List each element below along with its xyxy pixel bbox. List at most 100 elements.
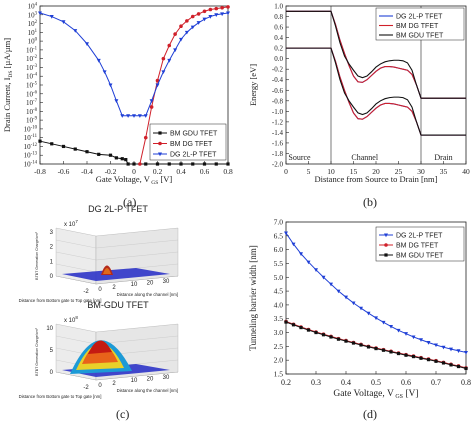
b-ytick-label: -0.2 xyxy=(272,66,284,74)
c-surface-dome-top xyxy=(88,340,112,354)
d-ytick-label: 2.0 xyxy=(274,356,284,365)
a-ytick-label: 10-6 xyxy=(26,90,38,98)
d-xaxis-label: Gate Voltage, V GS [V] xyxy=(333,389,418,400)
a-point xyxy=(114,156,118,160)
d-ytick-label: 3.5 xyxy=(274,314,284,323)
d-point xyxy=(449,363,453,367)
d-point xyxy=(456,364,461,369)
a-point xyxy=(120,157,124,161)
d-point xyxy=(329,282,333,287)
a-point xyxy=(173,32,177,36)
a-point xyxy=(108,83,113,88)
b-ytick-label: -1.6 xyxy=(272,139,284,147)
d-point xyxy=(396,328,401,333)
b-ytick-label: -0.8 xyxy=(272,97,284,105)
d-ytick-label: 6.5 xyxy=(274,231,284,240)
c-z-tick: 0 xyxy=(50,370,54,376)
c-grid-line xyxy=(55,251,97,261)
a-series-line-0 xyxy=(39,140,228,165)
a-xtick-label: 0.6 xyxy=(200,167,210,176)
a-point xyxy=(202,162,207,166)
a-point xyxy=(155,78,160,83)
d-point xyxy=(419,338,423,342)
d-ytick-label: 6.0 xyxy=(274,245,284,254)
a-point xyxy=(149,105,154,109)
c-z-tick: 5 xyxy=(50,348,54,354)
b-series-line-5 xyxy=(286,47,466,136)
d-series-line-2 xyxy=(285,321,467,369)
a-point xyxy=(167,162,171,166)
d-point xyxy=(314,268,318,273)
a-ytick-label: 10-7 xyxy=(26,99,38,107)
a-point xyxy=(132,114,136,118)
c-x-axis-label: Distance from Bottom gate to Top gate [n… xyxy=(19,298,102,303)
a-ytick-label: 10-3 xyxy=(26,64,38,72)
a-xtick-label: -0.8 xyxy=(34,167,46,176)
d-point xyxy=(336,289,341,294)
b-legend-label: BM GDU TFET xyxy=(396,33,444,40)
a-point xyxy=(102,70,107,75)
b-ytick-label: -1.4 xyxy=(272,129,284,137)
a-point xyxy=(126,114,131,118)
b-xtick-label: 30 xyxy=(417,167,425,176)
a-point xyxy=(179,37,183,42)
b-xaxis-label: Distance from Source to Drain [nm] xyxy=(315,174,438,184)
d-point xyxy=(359,343,363,347)
a-point xyxy=(73,147,77,151)
c-grid-line xyxy=(95,251,179,261)
d-point xyxy=(359,306,363,311)
b-xtick-label: 20 xyxy=(372,167,380,176)
a-ytick-label: 102 xyxy=(28,20,38,28)
a-xtick-label: 0.2 xyxy=(153,167,163,176)
d-point xyxy=(366,311,371,316)
a-xtick-label: 0.8 xyxy=(223,167,233,176)
d-ytick-label: 3.0 xyxy=(274,328,284,337)
a-point xyxy=(61,20,66,24)
a-legend-marker xyxy=(158,131,162,135)
a-point xyxy=(155,162,160,166)
b-xtick-label: 40 xyxy=(462,167,470,176)
d-ytick-label: 4.5 xyxy=(274,287,284,296)
caption-a: (a) xyxy=(123,195,136,209)
b-ytick-label: 0.8 xyxy=(274,13,283,21)
a-point xyxy=(73,29,78,33)
a-yaxis-label: Drain Current, IDS [µA/µm] xyxy=(2,38,14,132)
a-ytick-label: 10-4 xyxy=(26,73,38,81)
c-y-tick: 10 xyxy=(131,378,138,384)
c-y-tick: 10 xyxy=(131,282,138,288)
a-ytick-label: 10-11 xyxy=(24,134,38,142)
a-point xyxy=(202,9,207,14)
a-ytick-label: 101 xyxy=(28,29,38,37)
a-ytick-label: 10-14 xyxy=(24,161,38,169)
a-point xyxy=(144,162,148,166)
a-point xyxy=(114,99,119,103)
b-legend-label: BM DG TFET xyxy=(396,23,439,30)
d-ytick-label: 5.5 xyxy=(274,259,284,268)
c-grid-line xyxy=(55,239,97,249)
d-legend-marker xyxy=(384,233,388,238)
a-point xyxy=(143,135,148,140)
d-point xyxy=(441,345,446,350)
a-point xyxy=(120,114,125,118)
a-xtick-label: 0.4 xyxy=(176,167,186,176)
d-point xyxy=(396,351,401,356)
d-point xyxy=(291,242,296,247)
a-point xyxy=(97,152,101,156)
d-point xyxy=(464,350,468,355)
b-xtick-label: 10 xyxy=(327,167,335,176)
panel-b-chart: 0 5 10 15 20 25 30 35 40 1.0 0.8 0.6 0.4 0.2 0.0 -0.2 -0… xyxy=(248,3,470,185)
b-ytick-label: -0.6 xyxy=(272,87,284,95)
d-point xyxy=(456,349,461,353)
a-point xyxy=(167,58,172,63)
a-point xyxy=(138,162,142,166)
c-scale-label: x 107 xyxy=(64,219,78,228)
b-ytick-label: 1.0 xyxy=(274,3,283,11)
d-point xyxy=(389,324,393,329)
a-series-line-2 xyxy=(39,12,229,117)
b-xtick-label: 0 xyxy=(284,167,288,176)
b-ytick-label: 0.6 xyxy=(274,24,283,32)
d-legend-label: BM DG TFET xyxy=(396,243,439,250)
a-point xyxy=(190,14,195,19)
c-x-tick: -2 xyxy=(83,385,89,391)
